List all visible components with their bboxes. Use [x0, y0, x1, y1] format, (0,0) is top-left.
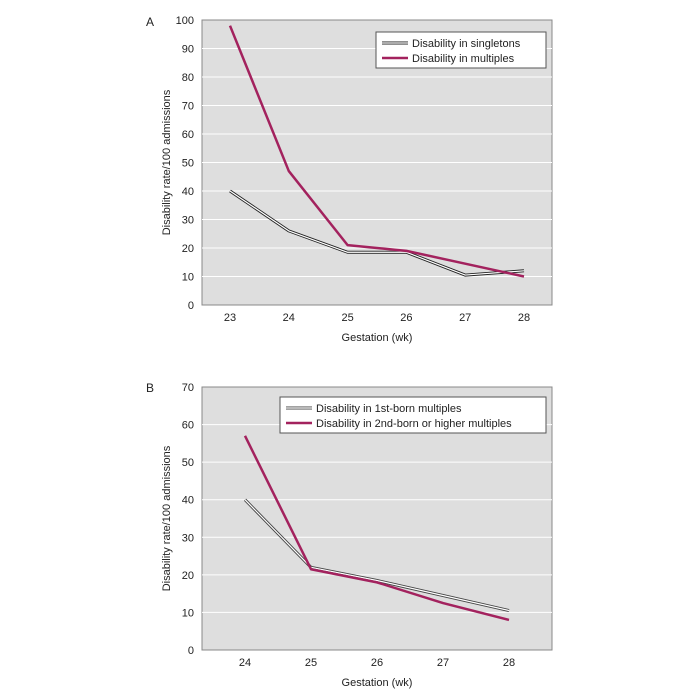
y-tick-label: 90 — [182, 44, 194, 56]
y-tick-label: 70 — [182, 101, 194, 113]
y-tick-label: 10 — [182, 607, 194, 619]
data-point — [508, 610, 510, 612]
y-tick-label: 20 — [182, 243, 194, 255]
data-point — [244, 499, 246, 501]
x-tick-label: 27 — [437, 657, 449, 669]
data-point — [442, 602, 444, 604]
y-tick-label: 20 — [182, 570, 194, 582]
x-tick-label: 27 — [459, 312, 471, 324]
x-axis-label: Gestation (wk) — [342, 332, 413, 344]
data-point — [405, 250, 407, 252]
legend-label: Disability in singletons — [412, 38, 521, 50]
y-tick-label: 30 — [182, 215, 194, 227]
legend-label: Disability in 1st-born multiples — [316, 403, 462, 415]
y-tick-label: 100 — [176, 15, 194, 27]
y-tick-label: 10 — [182, 272, 194, 284]
panel-letter: B — [146, 381, 154, 395]
legend-label: Disability in 2nd-born or higher multipl… — [316, 418, 512, 430]
data-point — [310, 568, 312, 570]
y-tick-label: 60 — [182, 420, 194, 432]
data-point — [523, 270, 525, 272]
x-tick-label: 26 — [400, 312, 412, 324]
y-tick-label: 70 — [182, 382, 194, 394]
chart-panel-b: B 0 10 20 30 40 50 60 70 24 25 26 27 28 Gestation (wk)… — [146, 381, 553, 689]
data-point — [229, 190, 231, 192]
series-line-2 — [228, 25, 525, 278]
x-tick-label: 26 — [371, 657, 383, 669]
y-tick-label: 40 — [182, 186, 194, 198]
y-tick-label: 60 — [182, 129, 194, 141]
y-tick-label: 50 — [182, 158, 194, 170]
x-tick-label: 28 — [518, 312, 530, 324]
data-point — [464, 263, 466, 265]
y-tick-label: 0 — [188, 645, 194, 657]
y-axis-label: Disability rate/100 admissions — [161, 89, 173, 235]
chart-panel-a: A 0 10 20 30 40 50 60 70 80 90 100 23 24 25 26 27 28 Gesta… — [146, 15, 553, 344]
data-point — [288, 170, 290, 172]
x-tick-label: 23 — [224, 312, 236, 324]
series-line-2 — [243, 435, 510, 622]
panel-letter: A — [146, 15, 154, 29]
data-point — [523, 276, 525, 278]
data-point — [244, 435, 246, 437]
data-point — [464, 274, 466, 276]
y-tick-label: 30 — [182, 532, 194, 544]
y-axis-label: Disability rate/100 admissions — [161, 445, 173, 591]
x-tick-label: 24 — [239, 657, 251, 669]
data-point — [347, 251, 349, 253]
y-tick-label: 0 — [188, 300, 194, 312]
data-point — [442, 595, 444, 597]
series-line-1 — [229, 189, 525, 277]
y-tick-label: 80 — [182, 72, 194, 84]
data-point — [229, 25, 231, 27]
data-point — [288, 230, 290, 232]
data-point — [508, 619, 510, 621]
legend-label: Disability in multiples — [412, 53, 515, 65]
data-point — [376, 581, 378, 583]
x-tick-label: 25 — [305, 657, 317, 669]
y-tick-label: 40 — [182, 495, 194, 507]
legend: Disability in 1st-born multiples Disabili… — [279, 396, 547, 434]
y-tick-label: 50 — [182, 457, 194, 469]
x-tick-label: 25 — [341, 312, 353, 324]
legend: Disability in singletons Disability in mu… — [375, 31, 547, 69]
x-axis-label: Gestation (wk) — [342, 677, 413, 689]
x-tick-label: 24 — [283, 312, 295, 324]
x-tick-label: 28 — [503, 657, 515, 669]
data-point — [347, 244, 349, 246]
series-line-1 — [243, 498, 510, 613]
